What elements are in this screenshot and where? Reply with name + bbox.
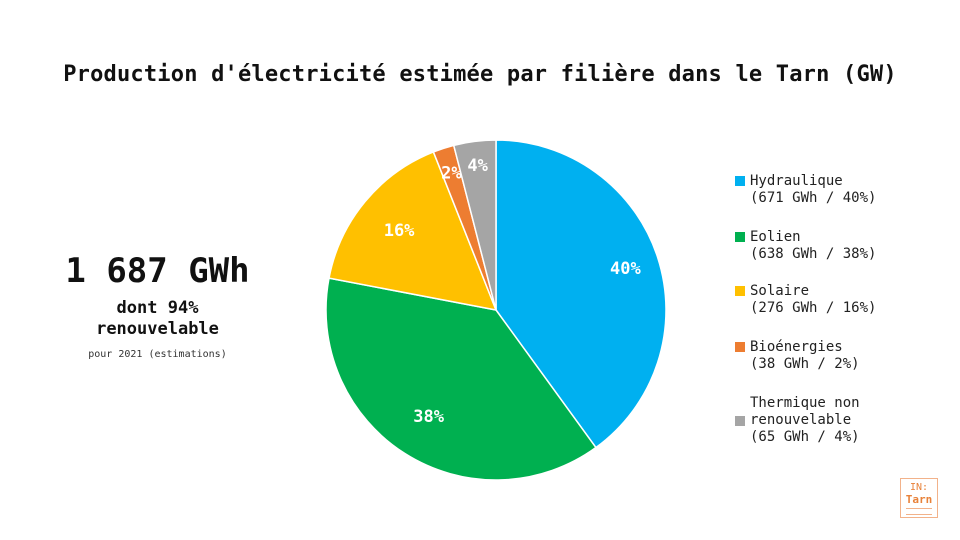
legend-swatch: [735, 416, 745, 426]
kpi-total-value: 1 687 GWh: [65, 251, 250, 291]
kpi-subtitle-line1: dont 94%: [116, 298, 199, 318]
chart-legend: Hydraulique (671 GWh / 40%) Eolien (638 G…: [735, 173, 950, 446]
legend-label: Thermique non renouvelable (65 GWh / 4%): [750, 395, 860, 445]
logo-top-text: IN:: [909, 482, 929, 493]
legend-label: Eolien (638 GWh / 38%): [750, 229, 877, 262]
legend-swatch: [735, 342, 745, 352]
kpi-panel: 1 687 GWh dont 94% renouvelable pour 202…: [30, 250, 285, 360]
legend-label: Solaire (276 GWh / 16%): [750, 283, 877, 316]
legend-label: Hydraulique (671 GWh / 40%): [750, 173, 877, 206]
legend-item-hydraulique: Hydraulique (671 GWh / 40%): [735, 173, 950, 207]
legend-item-solaire: Solaire (276 GWh / 16%): [735, 283, 950, 317]
in-tarn-logo: IN: Tarn: [900, 478, 938, 518]
logo-decoration: [906, 508, 932, 515]
kpi-subtitle-line2: renouvelable: [96, 319, 219, 339]
pie-slice-thermique-non-renouvelable: [452, 139, 497, 311]
chart-title: Production d'électricité estimée par fil…: [63, 62, 897, 87]
pie-label-hydraulique: 40%: [610, 259, 641, 279]
kpi-note: pour 2021 (estimations): [88, 349, 227, 360]
legend-item-bio-nergies: Bioénergies (38 GWh / 2%): [735, 339, 950, 373]
pie-label-solaire: 16%: [384, 221, 415, 241]
pie-slice-hydraulique: [495, 139, 667, 449]
pie-slice-eolien: [325, 277, 597, 481]
pie-label-thermique-non-renouvelable: 4%: [467, 156, 488, 176]
legend-item-eolien: Eolien (638 GWh / 38%): [735, 229, 950, 263]
legend-swatch: [735, 286, 745, 296]
legend-item-thermique-non-renouvelable: Thermique non renouvelable (65 GWh / 4%): [735, 395, 950, 446]
legend-swatch: [735, 232, 745, 242]
pie-label-bio-nergies: 2%: [441, 164, 462, 184]
pie-slice-solaire: [328, 150, 498, 311]
pie-chart: 40% 38% 16% 2% 4%: [325, 139, 667, 481]
logo-bottom-text: Tarn: [905, 493, 933, 506]
legend-swatch: [735, 176, 745, 186]
pie-label-eolien: 38%: [413, 407, 444, 427]
legend-label: Bioénergies (38 GWh / 2%): [750, 339, 860, 372]
